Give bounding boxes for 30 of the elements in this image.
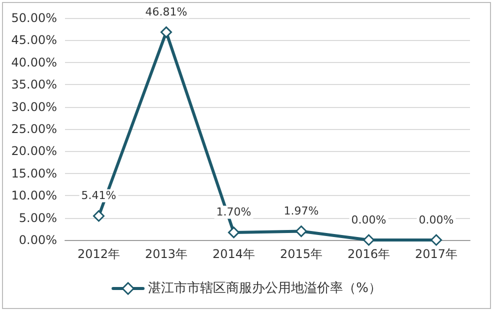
x-tick-label: 2014年 [212,247,256,261]
point [228,226,240,238]
y-tick-label: 40.00% [11,55,57,70]
y-tick-label: 35.00% [11,78,57,92]
x-tick-label: 2013年 [144,247,188,261]
y-tick-label: 30.00% [11,100,57,114]
x-tick-label: 2016年 [347,247,390,261]
point [296,226,307,238]
x-tick-label: 2012年 [77,247,120,261]
y-tick-label: 5.00% [18,210,57,225]
y-tick-label: 0.00% [18,233,57,247]
y-tick-label: 50.00% [11,11,57,25]
y-tick-label: 45.00% [11,33,57,48]
x-tick-label: 2015年 [280,247,323,261]
data-label: 46.81% [145,5,188,18]
legend-label: 湛江市市辖区商服办公用地溢价率（%） [148,280,382,296]
y-tick-label: 15.00% [11,166,57,180]
data-label: 0.00% [351,213,386,226]
data-label: 1.97% [284,204,319,218]
point [160,26,172,38]
data-label: 1.70% [216,206,252,219]
point [93,210,104,222]
y-tick-label: 25.00% [11,122,57,136]
point [430,234,442,246]
y-tick-label: 20.00% [11,144,57,158]
y-tick-label: 10.00% [11,188,57,203]
data-label: 0.00% [418,213,454,226]
point [363,234,374,246]
data-label: 5.41% [81,189,116,202]
x-tick-label: 2017年 [414,247,458,261]
